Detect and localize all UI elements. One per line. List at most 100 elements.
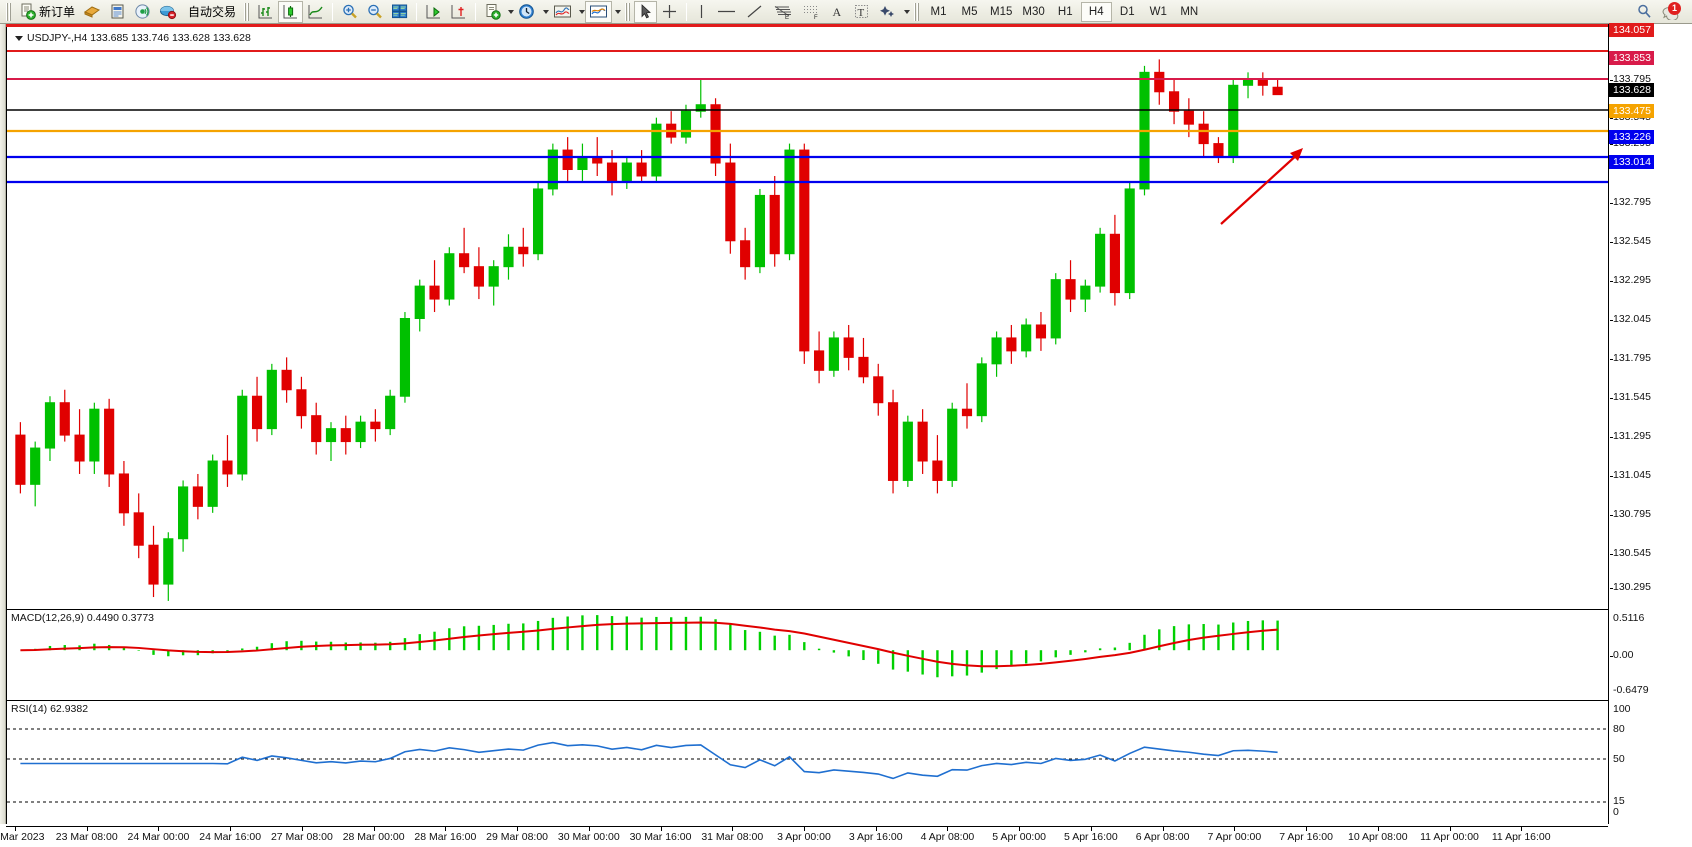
timeframe-m5[interactable]: M5: [961, 5, 978, 18]
candle-body: [1006, 337, 1017, 352]
shapes-caret-icon[interactable]: [904, 9, 911, 14]
new-order-label: 新订单: [39, 5, 76, 19]
new-order-button[interactable]: 新订单: [15, 1, 79, 23]
time-tick: 23 Mar 08:00: [55, 831, 118, 843]
time-axis[interactable]: 22 Mar 2023 23 Mar 08:00 24 Mar 00:00 24 Ma…: [0, 826, 1608, 847]
zoom-in-button[interactable]: [337, 1, 362, 23]
search-button[interactable]: [1632, 1, 1657, 23]
bar-chart-button[interactable]: [253, 1, 278, 23]
time-tick: 29 Mar 08:00: [486, 831, 549, 843]
chart-collapse-icon[interactable]: [15, 35, 23, 41]
chart-vertical-scrollbar[interactable]: [0, 24, 6, 824]
time-tickmark: [1162, 827, 1164, 831]
toolbar-separator-2: [416, 2, 418, 21]
candle-body: [814, 350, 825, 371]
price-panel[interactable]: USDJPY-,H4 133.685 133.746 133.628 133.6…: [6, 27, 1609, 610]
horizontal-line-button[interactable]: [712, 1, 741, 23]
timeframe-mn[interactable]: MN: [1180, 5, 1199, 18]
toolbar-separator-1: [332, 2, 334, 21]
rsi-label: RSI(14) 62.9382: [11, 703, 89, 715]
templates-caret-icon[interactable]: [579, 9, 586, 14]
price-label-133853: 133.853: [1609, 51, 1654, 65]
zoom-out-button[interactable]: [362, 1, 387, 23]
candle-body: [621, 162, 632, 183]
timeframe-d1[interactable]: D1: [1119, 5, 1135, 18]
channel-button[interactable]: F: [797, 1, 826, 23]
indicator-list-button[interactable]: [585, 0, 613, 23]
signals-icon: [135, 4, 150, 19]
candle-body: [769, 194, 780, 255]
period-caret-icon[interactable]: [543, 9, 550, 14]
price-tick: 131.295: [1610, 430, 1651, 442]
toolbar-grip-3[interactable]: [624, 2, 632, 21]
timeframe-h4[interactable]: H4: [1080, 1, 1112, 22]
toolbar-grip-4[interactable]: [913, 2, 921, 21]
signals-button[interactable]: [130, 1, 155, 23]
time-tick: 3 Apr 16:00: [848, 831, 903, 843]
add-indicator-button[interactable]: [480, 1, 505, 23]
add-indicator-caret-icon[interactable]: [508, 9, 515, 14]
timeframe-w1[interactable]: W1: [1149, 5, 1167, 18]
time-tick: 28 Mar 16:00: [414, 831, 477, 843]
indicator-list-caret-icon[interactable]: [615, 9, 622, 14]
toolbar-separator-4: [686, 2, 688, 21]
auto-trading-button[interactable]: 自动交易: [181, 1, 240, 23]
macd-label: MACD(12,26,9) 0.4490 0.3773: [11, 612, 155, 624]
time-tick: 7 Apr 00:00: [1207, 831, 1262, 843]
trendline-button[interactable]: [741, 1, 768, 23]
period-icon: [519, 4, 534, 19]
trendline-icon: [747, 5, 762, 18]
vertical-line-button[interactable]: [691, 1, 712, 23]
candle-body: [1050, 279, 1061, 339]
time-tickmark: [445, 827, 447, 831]
macd-canvas[interactable]: [7, 610, 1609, 701]
candlestick-chart-button[interactable]: [278, 0, 304, 23]
rsi-tick-15: 15: [1613, 795, 1625, 807]
candle-body: [843, 337, 854, 358]
price-tick: 131.795: [1610, 352, 1651, 364]
tile-windows-button[interactable]: [387, 1, 412, 23]
candle-body: [725, 162, 736, 242]
market-button[interactable]: [155, 1, 181, 23]
candle-body: [754, 194, 766, 268]
time-tick: 5 Apr 00:00: [992, 831, 1047, 843]
toolbar-grip-2[interactable]: [243, 2, 251, 21]
candle-body: [1095, 233, 1106, 287]
cursor-button[interactable]: [634, 0, 658, 23]
notification-badge[interactable]: 1: [1661, 1, 1681, 21]
rsi-tick-100: 100: [1613, 703, 1631, 715]
timeframe-m15[interactable]: M15: [990, 5, 1013, 18]
candle-body: [710, 104, 721, 164]
timeframe-m1[interactable]: M1: [930, 5, 947, 18]
price-chart-canvas[interactable]: [7, 27, 1609, 610]
bullish-arrow-annotation[interactable]: [1220, 148, 1303, 225]
expert-advisor-button[interactable]: [79, 1, 105, 23]
candle-body: [932, 460, 943, 481]
timeframe-m30[interactable]: M30: [1022, 5, 1045, 18]
chart-shift-button[interactable]: [421, 1, 446, 23]
fibonacci-button[interactable]: E: [768, 1, 797, 23]
data-window-button[interactable]: [105, 1, 130, 23]
period-button[interactable]: [514, 1, 540, 23]
toolbar-grip[interactable]: [5, 2, 12, 21]
candle-body: [163, 538, 174, 585]
price-axis[interactable]: 133.795 133.545 133.295 132.795 132.545 …: [1608, 23, 1692, 824]
candle-body: [784, 149, 795, 255]
time-tick: 31 Mar 08:00: [701, 831, 764, 843]
rsi-canvas[interactable]: [7, 701, 1609, 824]
notifications-button[interactable]: 1: [1657, 1, 1685, 23]
text-label-button[interactable]: A: [826, 1, 849, 23]
timeframe-h1[interactable]: H1: [1057, 5, 1073, 18]
price-label-133014: 133.014: [1609, 155, 1654, 169]
chart-autoscroll-button[interactable]: [446, 1, 471, 23]
shapes-icon: [880, 6, 895, 17]
text-box-button[interactable]: T: [849, 1, 874, 23]
templates-button[interactable]: [549, 1, 576, 23]
crosshair-button[interactable]: [657, 1, 682, 23]
shapes-button[interactable]: [874, 1, 901, 23]
toolbar-separator-3: [475, 2, 477, 21]
line-chart-button[interactable]: [303, 1, 328, 23]
macd-panel[interactable]: MACD(12,26,9) 0.4490 0.3773: [6, 610, 1608, 701]
candle-body: [385, 395, 396, 430]
rsi-panel[interactable]: RSI(14) 62.9382: [6, 701, 1609, 824]
